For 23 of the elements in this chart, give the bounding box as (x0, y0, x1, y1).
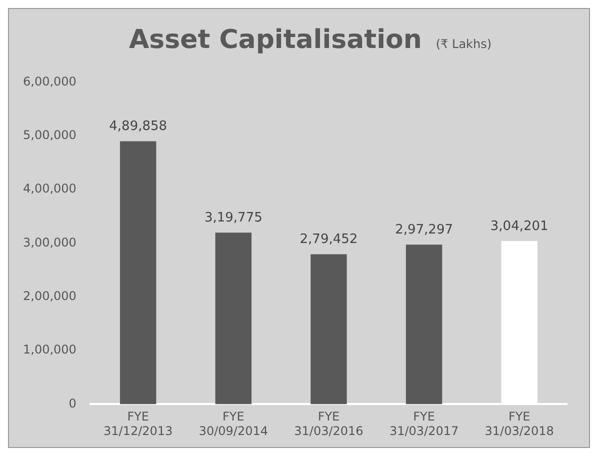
x-tick-label: FYE 31/03/2018 (484, 410, 554, 438)
y-tick-label: 5,00,000 (23, 128, 76, 142)
bar (120, 141, 156, 404)
data-label: 3,04,201 (490, 218, 548, 234)
x-tick-label: FYE 30/09/2014 (198, 410, 268, 438)
y-tick-label: 2,00,000 (23, 288, 76, 303)
bar (310, 254, 347, 404)
x-tick-label: FYE 31/12/2013 (104, 410, 173, 438)
x-tick-label: FYE 31/03/2017 (389, 410, 459, 438)
y-tick-label: 6,00,000 (23, 74, 76, 88)
data-label: 2,79,452 (300, 232, 358, 248)
data-label: 2,97,297 (395, 222, 453, 238)
bar (215, 232, 252, 404)
y-tick-label: 1,00,000 (23, 342, 76, 357)
bar (406, 244, 442, 404)
data-label: 4,89,858 (109, 119, 168, 134)
y-tick-label: 3,00,000 (23, 235, 76, 250)
x-tick-label: FYE 31/03/2016 (294, 410, 364, 438)
y-tick-label: 4,00,000 (23, 182, 76, 196)
y-tick-label: 0 (68, 396, 76, 410)
chart-subtitle: (₹ Lakhs) (436, 37, 492, 51)
data-label: 3,19,775 (204, 210, 262, 226)
chart-title: Asset Capitalisation (129, 25, 422, 55)
